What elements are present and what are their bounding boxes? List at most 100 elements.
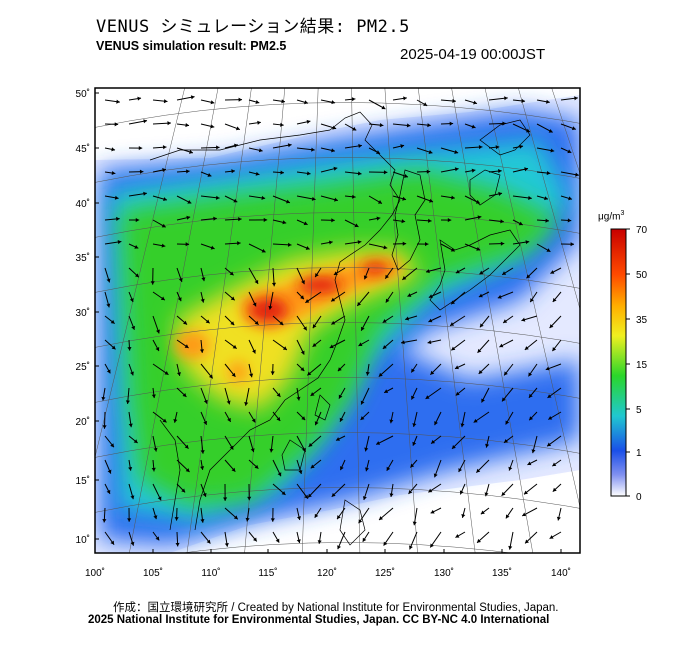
wind-arrow	[434, 411, 442, 426]
wind-arrow	[152, 531, 160, 541]
wind-arrow	[512, 123, 531, 133]
wind-arrow	[152, 507, 158, 520]
wind-arrow	[368, 216, 381, 221]
meridian-line	[518, 88, 580, 311]
wind-arrow	[360, 387, 370, 405]
wind-arrow	[392, 219, 406, 224]
wind-arrow	[296, 435, 306, 452]
wind-arrow	[176, 95, 195, 101]
wind-arrow	[551, 339, 562, 352]
wind-arrow	[305, 291, 322, 304]
wind-arrow	[152, 219, 166, 228]
wind-arrow	[392, 241, 407, 246]
wind-arrow	[416, 99, 428, 107]
wind-arrow	[358, 507, 370, 524]
wind-arrow	[479, 315, 490, 328]
latitude-tick-label: 50˚	[76, 88, 90, 100]
wind-arrow	[428, 315, 442, 323]
wind-arrow	[320, 147, 335, 153]
wind-arrow	[455, 267, 466, 274]
wind-arrow	[508, 531, 514, 550]
wind-arrow	[412, 411, 418, 428]
wind-arrow	[174, 507, 179, 521]
wind-arrow	[497, 291, 514, 299]
wind-arrow	[104, 339, 116, 350]
wind-arrow	[440, 147, 459, 154]
wind-arrow	[101, 387, 106, 401]
wind-arrow	[411, 387, 418, 400]
wind-arrow	[560, 147, 572, 154]
wind-arrow	[224, 195, 238, 203]
wind-arrow	[224, 241, 241, 246]
wind-arrow	[152, 483, 162, 501]
wind-arrow	[362, 531, 370, 543]
wind-arrow	[176, 291, 182, 302]
wind-arrow	[200, 195, 220, 200]
wind-arrow	[402, 267, 418, 281]
wind-arrow	[272, 122, 284, 127]
wind-arrow	[248, 411, 256, 423]
wind-arrow	[425, 387, 442, 400]
wind-arrow	[485, 435, 490, 448]
wind-arrow	[410, 363, 418, 373]
wind-arrow	[200, 145, 220, 150]
wind-arrow	[362, 483, 370, 501]
wind-arrow	[296, 195, 316, 201]
colorbar-tick-label: 35	[636, 315, 648, 326]
wind-arrow	[458, 459, 466, 473]
wind-arrow	[296, 387, 301, 401]
wind-arrow	[151, 387, 156, 399]
wind-arrow	[224, 123, 241, 131]
wind-arrow	[454, 363, 466, 370]
parallel-line	[95, 157, 580, 183]
wind-arrow	[128, 411, 133, 428]
wind-arrow	[296, 267, 305, 285]
colorbar-labels: 70 50 35 15 5 1 0	[626, 225, 648, 503]
wind-arrow	[199, 339, 205, 353]
wind-arrow	[152, 243, 166, 248]
wind-arrow	[408, 483, 418, 495]
wind-arrow	[440, 121, 454, 126]
wind-arrow	[176, 215, 191, 221]
wind-arrow	[296, 507, 301, 521]
wind-arrow	[272, 195, 291, 204]
wind-arrow	[378, 363, 394, 377]
wind-arrow	[360, 315, 370, 331]
wind-arrow	[449, 315, 466, 327]
wind-arrow	[429, 531, 442, 548]
wind-arrow	[176, 363, 181, 377]
wind-arrow	[501, 267, 514, 276]
wind-arrow	[464, 168, 476, 173]
wind-arrow	[150, 267, 155, 285]
wind-arrow	[272, 339, 288, 351]
wind-arrow	[320, 123, 337, 130]
wind-arrow	[104, 291, 111, 308]
wind-arrow	[270, 507, 275, 522]
wind-arrow	[224, 291, 236, 301]
wind-arrow	[200, 123, 215, 129]
wind-arrow	[416, 169, 431, 174]
meridian-line	[484, 88, 580, 509]
wind-arrow	[344, 240, 362, 245]
latitude-tick-label: 45˚	[76, 143, 90, 155]
wind-arrow	[389, 483, 394, 498]
wind-arrow	[547, 387, 562, 399]
wind-arrow	[392, 144, 405, 149]
wind-arrow	[333, 267, 346, 276]
wind-arrow	[314, 267, 322, 278]
wind-arrow	[389, 411, 394, 424]
wind-arrow	[392, 195, 407, 201]
wind-arrow	[224, 363, 236, 378]
wind-arrow	[536, 243, 551, 253]
wind-arrow	[296, 99, 309, 105]
colorbar-tick-label: 70	[636, 225, 648, 236]
wind-arrow	[407, 291, 418, 297]
wind-arrow	[392, 123, 411, 128]
wind-arrow	[128, 531, 135, 546]
wind-arrow	[176, 435, 189, 449]
wind-arrow	[560, 123, 576, 131]
wind-arrow	[552, 291, 562, 303]
wind-arrow	[368, 99, 386, 110]
wind-arrow	[104, 195, 119, 200]
wind-arrow	[200, 363, 214, 379]
